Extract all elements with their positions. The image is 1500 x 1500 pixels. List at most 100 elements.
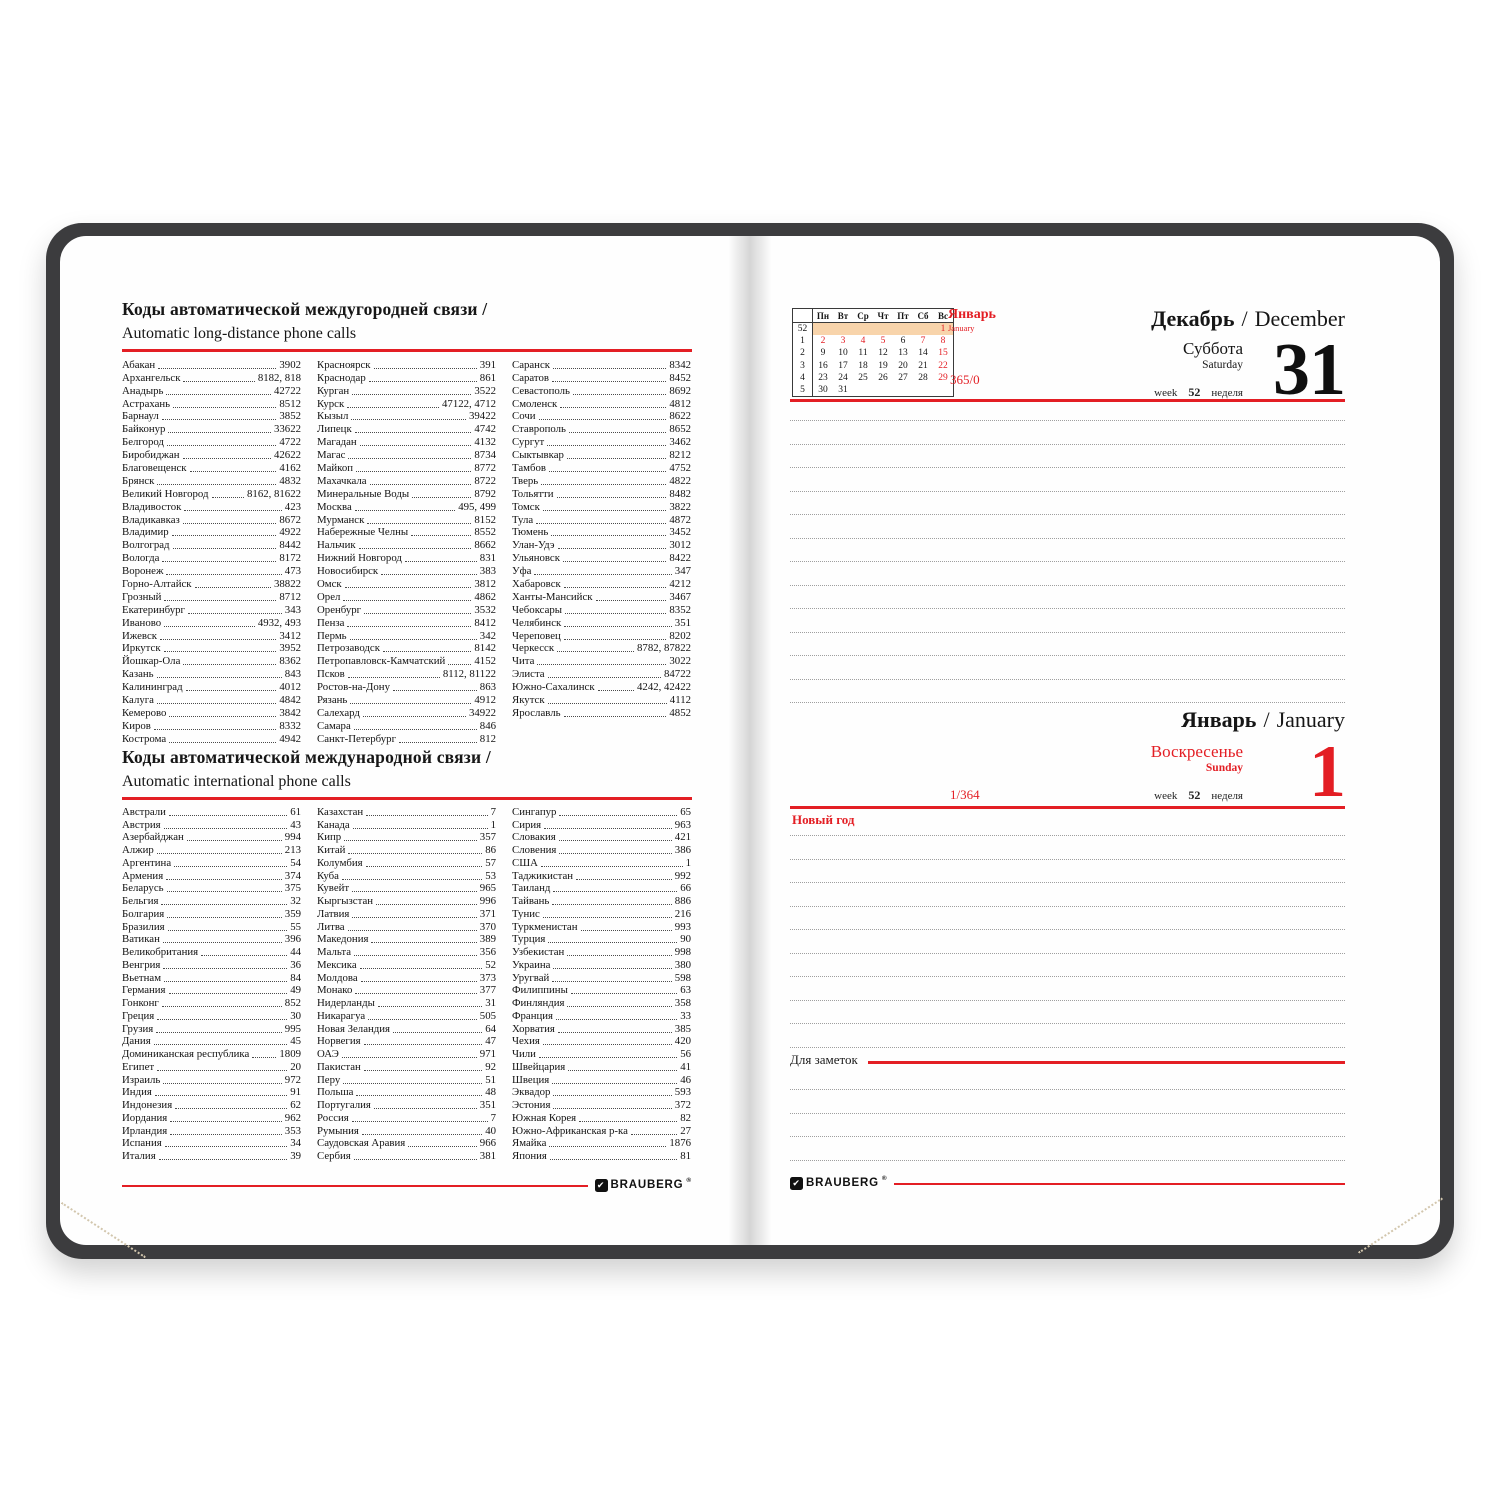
- phone-code: 423: [284, 500, 301, 513]
- dot-leader: [156, 677, 282, 679]
- place-name: Австрия: [122, 818, 161, 831]
- place-name: Индонезия: [122, 1099, 173, 1111]
- phone-code: 1876: [669, 1137, 691, 1150]
- place-name: Казань: [122, 668, 154, 681]
- phone-code-row: Ярославль 4852: [512, 706, 691, 719]
- week-number-cell: 52: [792, 322, 813, 336]
- phone-code: 377: [479, 984, 496, 997]
- december-header: Декабрь / December: [1151, 308, 1345, 330]
- phone-code-row: Чита 3022: [512, 654, 691, 667]
- calendar-day-cell: 1: [933, 322, 954, 336]
- phone-code: 342: [479, 629, 496, 642]
- phone-code: 44: [290, 946, 301, 958]
- place-name: Архангельск: [122, 371, 181, 384]
- place-name: Ватикан: [122, 933, 160, 946]
- phone-code: 34922: [469, 706, 496, 719]
- place-name: Чита: [512, 655, 535, 668]
- dot-leader: [553, 967, 672, 969]
- red-rule: [790, 806, 1345, 809]
- place-name: Пакистан: [317, 1060, 361, 1073]
- phone-code: 962: [284, 1111, 301, 1124]
- place-name: Таиланд: [512, 882, 551, 895]
- phone-code: 4832: [279, 474, 301, 487]
- phone-code: 4162: [279, 462, 301, 475]
- phone-code-row: Египет 20: [122, 1060, 301, 1073]
- dot-leader: [168, 814, 288, 816]
- place-name: Чехия: [512, 1035, 540, 1048]
- phone-code: 8152: [474, 513, 496, 526]
- phone-code: 4812: [669, 397, 691, 410]
- phone-code: 4132: [474, 436, 496, 449]
- dot-leader: [568, 432, 667, 434]
- phone-code-row: Санкт-Петербург 812: [317, 732, 496, 745]
- phone-code-row: Эстония 372: [512, 1098, 691, 1111]
- place-name: Томск: [512, 500, 540, 513]
- dot-leader: [182, 458, 271, 460]
- phone-code: 8692: [669, 384, 691, 397]
- dot-leader: [547, 445, 667, 447]
- place-name: ОАЭ: [317, 1048, 339, 1060]
- dot-leader: [252, 1057, 277, 1058]
- phone-code-row: Дания 45: [122, 1035, 301, 1047]
- calendar-day-cell: 25: [858, 372, 868, 383]
- dot-leader: [347, 406, 440, 408]
- phone-code-row: Йошкар-Ола 8362: [122, 654, 301, 667]
- phone-code: 3842: [279, 706, 301, 719]
- place-name: Петропавловск-Камчатский: [317, 655, 446, 668]
- dot-leader: [630, 1133, 678, 1135]
- phone-code-row: Магас 8734: [317, 448, 496, 461]
- ruled-line: [790, 1159, 1345, 1161]
- phone-code: 8422: [669, 552, 691, 565]
- phone-code-row: Липецк 4742: [317, 422, 496, 435]
- phone-code: 8622: [669, 410, 691, 423]
- place-name: Саудовская Аравия: [317, 1137, 406, 1150]
- place-name: Германия: [122, 984, 166, 997]
- place-name: Волгоград: [122, 539, 170, 552]
- phone-code-row: Саранск 8342: [512, 358, 691, 371]
- phone-code: 64: [485, 1022, 496, 1035]
- phone-code-row: Владивосток 423: [122, 500, 301, 513]
- place-name: Череповец: [512, 629, 561, 642]
- dot-leader: [538, 1057, 678, 1058]
- place-name: Калуга: [122, 694, 154, 707]
- dot-leader: [381, 574, 477, 576]
- phone-code: 31: [485, 997, 496, 1009]
- phone-code-row: Иркутск 3952: [122, 642, 301, 654]
- phone-code: 3462: [669, 436, 691, 449]
- phone-code-row: Архангельск 8182, 818: [122, 371, 301, 384]
- dot-leader: [570, 993, 678, 995]
- phone-code-row: Севастополь 8692: [512, 384, 691, 397]
- phone-code: 8672: [279, 513, 301, 526]
- phone-code: 495, 499: [458, 500, 496, 513]
- phone-code-row: Воронеж 473: [122, 564, 301, 577]
- phone-code-row: Тунис 216: [512, 907, 691, 920]
- days-counter-january: 1/364: [950, 787, 980, 802]
- dot-leader: [553, 1095, 672, 1097]
- phone-code: 57: [485, 856, 496, 869]
- dot-leader: [170, 1120, 282, 1122]
- ruled-line: [790, 420, 1345, 421]
- place-name: Уфа: [512, 565, 532, 578]
- phone-code: 61: [290, 805, 301, 818]
- place-name: Индия: [122, 1086, 152, 1099]
- weekday-en: Saturday: [1202, 359, 1243, 371]
- dot-leader: [538, 419, 667, 421]
- place-name: Элиста: [512, 668, 545, 681]
- phone-code-row: Иваново 4932, 493: [122, 616, 301, 629]
- phone-code: 347: [674, 565, 691, 578]
- place-name: Румыния: [317, 1124, 359, 1137]
- calendar-day-header: Пн: [812, 308, 833, 323]
- phone-code-row: Белгород 4722: [122, 435, 301, 448]
- phone-code-row: Япония 81: [512, 1149, 691, 1162]
- week-number: 52: [1188, 788, 1201, 802]
- dot-leader: [548, 471, 667, 473]
- december-day-number: 31: [1273, 329, 1346, 411]
- place-name: Филиппины: [512, 984, 568, 997]
- phone-code: 358: [674, 997, 691, 1009]
- place-name: Тамбов: [512, 462, 546, 475]
- dot-leader: [382, 651, 472, 653]
- dot-leader: [163, 827, 288, 829]
- place-name: Москва: [317, 500, 352, 513]
- phone-code: 213: [284, 844, 301, 856]
- phone-code-row: Филиппины 63: [512, 984, 691, 997]
